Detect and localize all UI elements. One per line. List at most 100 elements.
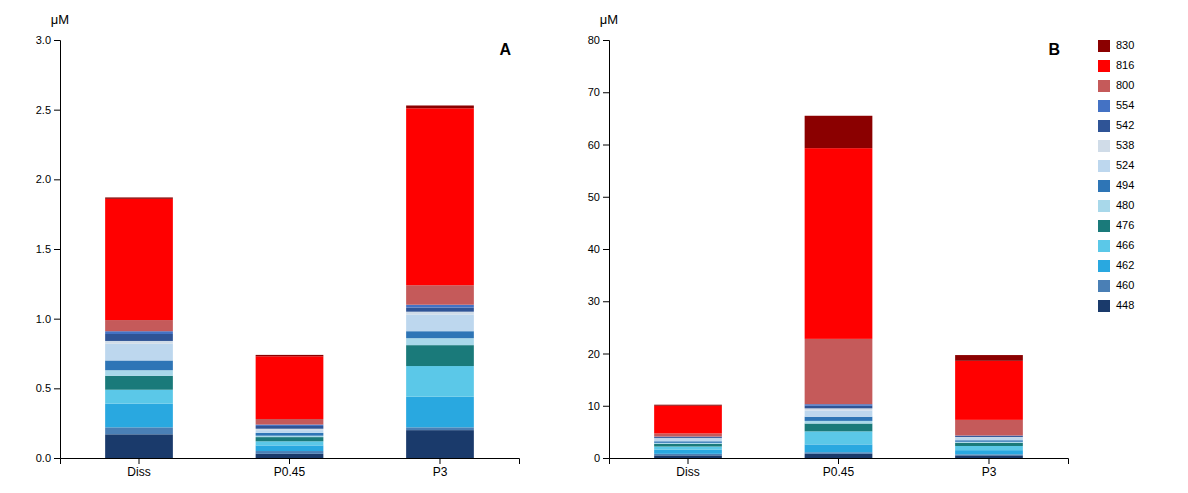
tick-mark (988, 458, 989, 464)
legend-item: 542 (1098, 119, 1134, 132)
bar-segment (105, 360, 173, 370)
bar-segment (256, 355, 324, 356)
tick-mark (603, 354, 609, 355)
tick-label: 80 (588, 34, 600, 46)
legend-swatch (1098, 220, 1110, 232)
axis-line (54, 41, 61, 459)
y-tick: 10 (588, 400, 609, 412)
legend-label: 538 (1116, 139, 1134, 151)
bar-segment (406, 345, 474, 366)
figure: 0.00.51.01.52.02.53.0DissP0.45P3μMA01020… (0, 0, 1188, 493)
legend-label: 448 (1116, 299, 1134, 311)
bar-segment (805, 148, 873, 339)
legend-label: 462 (1116, 259, 1134, 271)
tick-mark (603, 406, 609, 407)
bar-segment (805, 339, 873, 404)
bar-segment (805, 406, 873, 409)
bar-segment (256, 429, 324, 430)
bar-segment (256, 430, 324, 433)
legend-swatch (1098, 80, 1110, 92)
legend-label: 830 (1116, 39, 1134, 51)
legend-swatch (1098, 160, 1110, 172)
legend-swatch (1098, 200, 1110, 212)
tick-mark (54, 388, 60, 389)
bar-segment (805, 431, 873, 444)
bar-segment (406, 108, 474, 285)
bar-segment (654, 443, 722, 444)
legend-label: 480 (1116, 199, 1134, 211)
legend-item: 830 (1098, 39, 1134, 52)
tick-mark (54, 249, 60, 250)
panel: 01020304050607080DissP0.45P3μMB (588, 12, 1069, 479)
bar-segment (805, 116, 873, 148)
legend-label: 542 (1116, 119, 1134, 131)
bar-segment (955, 446, 1023, 450)
tick-label: P0.45 (274, 465, 306, 479)
axis-line (610, 459, 1069, 465)
bar-segment (654, 405, 722, 406)
bar-segment (406, 285, 474, 305)
legend-label: 524 (1116, 159, 1134, 171)
tick-label: 0.5 (36, 382, 51, 394)
tick-mark (289, 458, 290, 464)
bar-segment (955, 454, 1023, 455)
tick-mark (603, 458, 609, 459)
tick-label: Diss (127, 465, 150, 479)
bar-segment (955, 420, 1023, 436)
bar-segment (955, 440, 1023, 442)
bar-segment (955, 442, 1023, 443)
tick-label: 1.5 (36, 243, 51, 255)
bar-segment (256, 419, 324, 425)
legend-item: 448 (1098, 299, 1134, 312)
y-tick: 1.0 (36, 313, 60, 325)
y-tick: 0.0 (36, 452, 60, 464)
bar-segment (654, 455, 722, 458)
bar-segment (955, 455, 1023, 458)
bar-segment (256, 433, 324, 436)
tick-mark (688, 458, 689, 464)
bar-segment (805, 410, 873, 416)
tick-mark (603, 197, 609, 198)
bar-segment (406, 105, 474, 108)
bar-segment (805, 424, 873, 432)
x-tick: Diss (127, 458, 150, 479)
axis-line (603, 41, 610, 459)
tick-label: 60 (588, 139, 600, 151)
legend-item: 462 (1098, 259, 1134, 272)
tick-mark (54, 40, 60, 41)
bar-segment (256, 445, 324, 451)
bar-segment (406, 331, 474, 338)
bars (105, 105, 474, 458)
bar-segment (406, 305, 474, 308)
tick-mark (439, 458, 440, 464)
x-tick: Diss (676, 458, 699, 479)
legend-label: 800 (1116, 79, 1134, 91)
legend-item: 476 (1098, 219, 1134, 232)
legend-swatch (1098, 120, 1110, 132)
bar-segment (955, 355, 1023, 361)
tick-mark (54, 110, 60, 111)
legend-item: 538 (1098, 139, 1134, 152)
legend-swatch (1098, 140, 1110, 152)
y-axis-title: μM (51, 12, 69, 27)
bar-segment (955, 450, 1023, 454)
tick-label: 30 (588, 295, 600, 307)
x-axis: DissP0.45P3 (61, 458, 520, 479)
bar-segment (654, 433, 722, 436)
bar-segment (105, 344, 173, 361)
tick-label: 0 (594, 452, 600, 464)
bar-segment (955, 443, 1023, 446)
bar-segment (805, 452, 873, 454)
tick-label: 40 (588, 243, 600, 255)
x-tick: P0.45 (274, 458, 306, 479)
bar-segment (256, 436, 324, 437)
bar-segment (654, 454, 722, 456)
bar-segment (955, 438, 1023, 441)
legend-swatch (1098, 300, 1110, 312)
bar-segment (654, 441, 722, 443)
legend-label: 460 (1116, 279, 1134, 291)
legend-item: 494 (1098, 179, 1134, 192)
bar-segment (805, 444, 873, 452)
bar-segment (805, 417, 873, 421)
tick-label: 50 (588, 191, 600, 203)
